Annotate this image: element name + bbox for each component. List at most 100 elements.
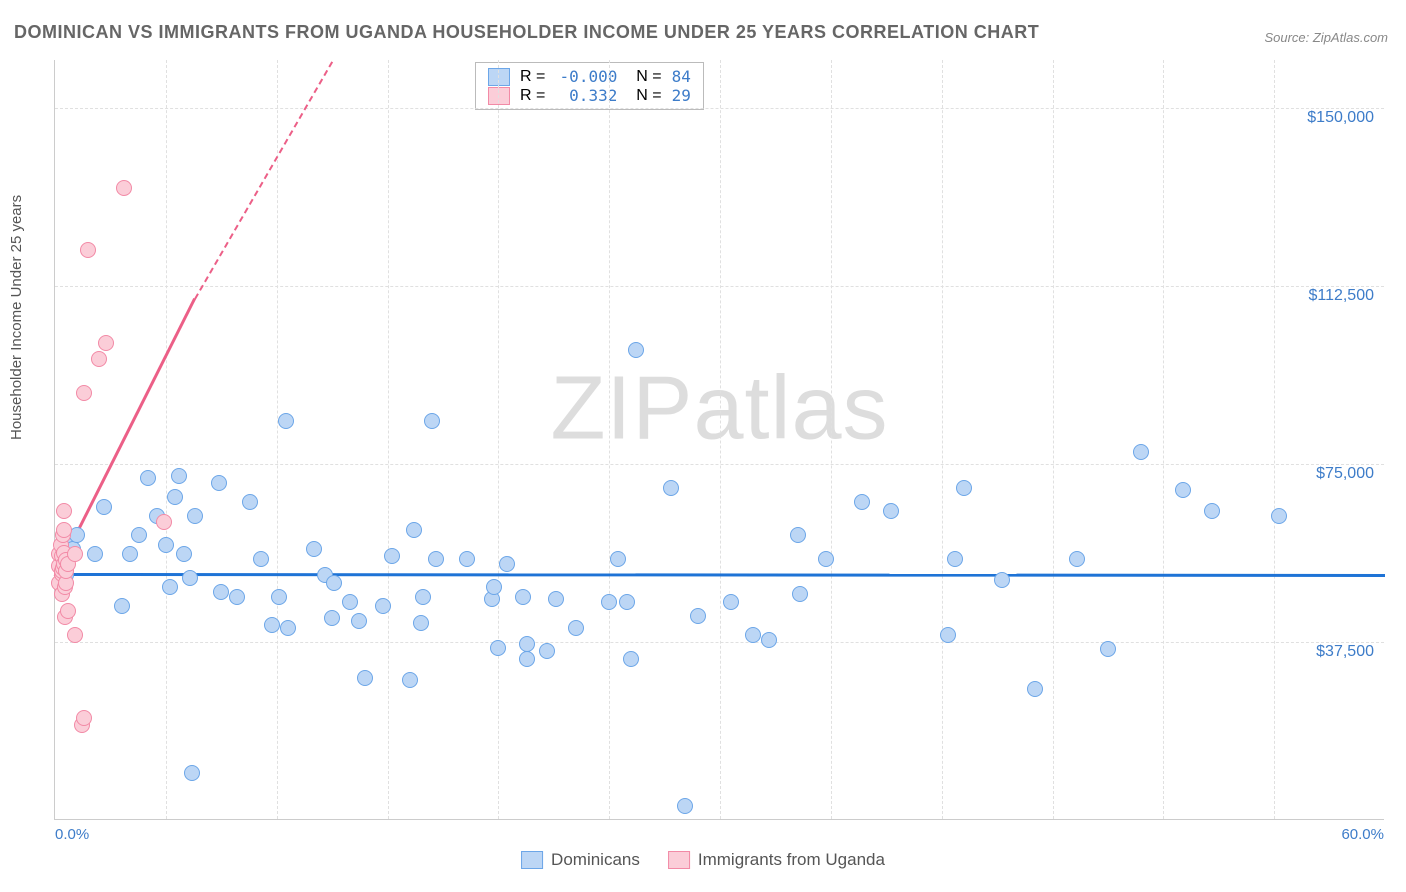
- data-point: [98, 335, 114, 351]
- x-tick-max: 60.0%: [1341, 826, 1384, 843]
- data-point: [375, 598, 391, 614]
- gridline-v: [720, 60, 721, 819]
- data-point: [242, 494, 258, 510]
- data-point: [184, 765, 200, 781]
- gridline-v: [166, 60, 167, 819]
- stats-row: R = 0.332 N = 29: [488, 86, 691, 105]
- data-point: [628, 342, 644, 358]
- gridline-v: [942, 60, 943, 819]
- data-point: [413, 615, 429, 631]
- data-point: [326, 575, 342, 591]
- data-point: [761, 632, 777, 648]
- data-point: [499, 556, 515, 572]
- stat-n-value: 84: [672, 67, 691, 86]
- data-point: [623, 651, 639, 667]
- data-point: [459, 551, 475, 567]
- data-point: [116, 180, 132, 196]
- data-point: [67, 627, 83, 643]
- data-point: [792, 586, 808, 602]
- data-point: [940, 627, 956, 643]
- stat-r-value: 0.332: [555, 86, 617, 105]
- data-point: [402, 672, 418, 688]
- gridline-v: [498, 60, 499, 819]
- gridline-v: [1163, 60, 1164, 819]
- data-point: [1069, 551, 1085, 567]
- data-point: [723, 594, 739, 610]
- data-point: [790, 527, 806, 543]
- data-point: [280, 620, 296, 636]
- y-tick-label: $75,000: [1316, 465, 1374, 483]
- stats-legend-box: R = -0.000 N = 84R = 0.332 N = 29: [475, 62, 704, 110]
- data-point: [306, 541, 322, 557]
- data-point: [490, 640, 506, 656]
- data-point: [156, 514, 172, 530]
- y-tick-label: $150,000: [1307, 109, 1374, 127]
- data-point: [818, 551, 834, 567]
- data-point: [994, 572, 1010, 588]
- data-point: [211, 475, 227, 491]
- gridline-v: [1053, 60, 1054, 819]
- data-point: [76, 385, 92, 401]
- y-tick-label: $112,500: [1308, 287, 1374, 305]
- data-point: [548, 591, 564, 607]
- data-point: [601, 594, 617, 610]
- legend-swatch: [668, 851, 690, 869]
- plot-area: ZIPatlas R = -0.000 N = 84R = 0.332 N = …: [54, 60, 1384, 820]
- gridline-v: [609, 60, 610, 819]
- data-point: [947, 551, 963, 567]
- data-point: [96, 499, 112, 515]
- x-tick-min: 0.0%: [55, 826, 89, 843]
- data-point: [253, 551, 269, 567]
- trend-line: [194, 61, 333, 299]
- data-point: [677, 798, 693, 814]
- data-point: [278, 413, 294, 429]
- legend-swatch: [521, 851, 543, 869]
- gridline-v: [277, 60, 278, 819]
- data-point: [539, 643, 555, 659]
- data-point: [56, 503, 72, 519]
- legend-item: Dominicans: [521, 850, 640, 870]
- data-point: [415, 589, 431, 605]
- data-point: [384, 548, 400, 564]
- data-point: [424, 413, 440, 429]
- data-point: [519, 651, 535, 667]
- data-point: [745, 627, 761, 643]
- stat-n-label: N =: [627, 87, 661, 105]
- data-point: [182, 570, 198, 586]
- data-point: [351, 613, 367, 629]
- data-point: [56, 522, 72, 538]
- data-point: [91, 351, 107, 367]
- data-point: [271, 589, 287, 605]
- data-point: [568, 620, 584, 636]
- stat-r-label: R =: [520, 68, 545, 86]
- legend-bottom: Dominicans Immigrants from Uganda: [521, 850, 885, 870]
- y-axis-label: Householder Income Under 25 years: [8, 195, 25, 440]
- data-point: [883, 503, 899, 519]
- data-point: [1027, 681, 1043, 697]
- data-point: [406, 522, 422, 538]
- gridline-v: [831, 60, 832, 819]
- data-point: [229, 589, 245, 605]
- data-point: [167, 489, 183, 505]
- data-point: [162, 579, 178, 595]
- source-label: Source: ZipAtlas.com: [1264, 30, 1388, 45]
- data-point: [114, 598, 130, 614]
- data-point: [140, 470, 156, 486]
- data-point: [187, 508, 203, 524]
- stat-n-value: 29: [672, 86, 691, 105]
- gridline-v: [388, 60, 389, 819]
- data-point: [519, 636, 535, 652]
- legend-label: Immigrants from Uganda: [698, 850, 885, 870]
- data-point: [619, 594, 635, 610]
- chart-container: DOMINICAN VS IMMIGRANTS FROM UGANDA HOUS…: [0, 0, 1406, 892]
- legend-item: Immigrants from Uganda: [668, 850, 885, 870]
- data-point: [171, 468, 187, 484]
- y-tick-label: $37,500: [1316, 643, 1374, 661]
- data-point: [176, 546, 192, 562]
- legend-label: Dominicans: [551, 850, 640, 870]
- data-point: [1271, 508, 1287, 524]
- data-point: [956, 480, 972, 496]
- data-point: [264, 617, 280, 633]
- data-point: [1175, 482, 1191, 498]
- data-point: [854, 494, 870, 510]
